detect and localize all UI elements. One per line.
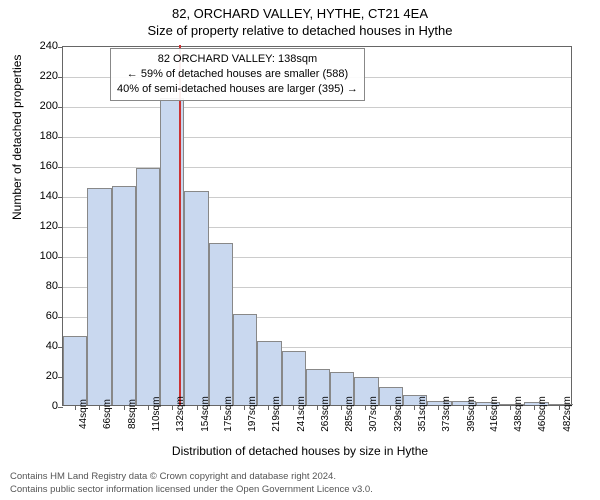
histogram-bar (184, 191, 208, 406)
x-tick-label: 460sqm (537, 396, 548, 432)
y-tick-mark (58, 137, 63, 138)
x-tick-label: 132sqm (175, 396, 186, 432)
footer-line-2: Contains public sector information licen… (10, 484, 373, 496)
x-tick-mark (510, 405, 511, 410)
y-tick-label: 120 (28, 220, 58, 232)
footer-line-1: Contains HM Land Registry data © Crown c… (10, 471, 373, 483)
x-tick-label: 395sqm (466, 396, 477, 432)
y-tick-label: 20 (28, 370, 58, 382)
x-tick-mark (197, 405, 198, 410)
x-tick-mark (244, 405, 245, 410)
x-tick-mark (486, 405, 487, 410)
x-tick-label: 351sqm (417, 396, 428, 432)
x-tick-mark (99, 405, 100, 410)
x-tick-label: 329sqm (393, 396, 404, 432)
chart-title-main: 82, ORCHARD VALLEY, HYTHE, CT21 4EA (0, 0, 600, 21)
y-tick-label: 100 (28, 250, 58, 262)
y-tick-label: 240 (28, 40, 58, 52)
x-tick-label: 438sqm (513, 396, 524, 432)
histogram-bar (112, 186, 136, 405)
x-tick-mark (293, 405, 294, 410)
y-tick-mark (58, 77, 63, 78)
y-tick-label: 40 (28, 340, 58, 352)
x-tick-mark (365, 405, 366, 410)
y-tick-mark (58, 167, 63, 168)
x-tick-label: 88sqm (127, 399, 138, 429)
annotation-line-1: 82 ORCHARD VALLEY: 138sqm (117, 52, 358, 67)
grid-line (63, 107, 571, 108)
histogram-bar (209, 243, 233, 405)
x-tick-label: 44sqm (78, 399, 89, 429)
y-tick-mark (58, 317, 63, 318)
x-tick-label: 66sqm (102, 399, 113, 429)
x-tick-label: 373sqm (441, 396, 452, 432)
y-tick-mark (58, 197, 63, 198)
x-tick-mark (75, 405, 76, 410)
annotation-line-3: 40% of semi-detached houses are larger (… (117, 82, 358, 97)
y-tick-label: 200 (28, 100, 58, 112)
x-tick-mark (390, 405, 391, 410)
y-tick-mark (58, 407, 63, 408)
y-tick-label: 220 (28, 70, 58, 82)
histogram-bar (63, 336, 87, 405)
chart-title-sub: Size of property relative to detached ho… (0, 21, 600, 42)
x-tick-mark (268, 405, 269, 410)
y-tick-label: 0 (28, 400, 58, 412)
x-tick-label: 241sqm (296, 396, 307, 432)
y-tick-mark (58, 107, 63, 108)
x-axis-label: Distribution of detached houses by size … (0, 444, 600, 458)
annotation-line-2: ← 59% of detached houses are smaller (58… (117, 67, 358, 82)
histogram-bar (87, 188, 111, 406)
y-tick-label: 180 (28, 130, 58, 142)
x-tick-mark (414, 405, 415, 410)
x-tick-label: 219sqm (271, 396, 282, 432)
x-tick-mark (124, 405, 125, 410)
x-tick-label: 482sqm (562, 396, 573, 432)
grid-line (63, 137, 571, 138)
x-tick-label: 263sqm (320, 396, 331, 432)
y-tick-mark (58, 257, 63, 258)
x-tick-mark (172, 405, 173, 410)
y-tick-label: 60 (28, 310, 58, 322)
x-tick-mark (317, 405, 318, 410)
y-axis-label: Number of detached properties (10, 55, 24, 220)
x-tick-mark (438, 405, 439, 410)
x-tick-label: 175sqm (223, 396, 234, 432)
x-tick-label: 197sqm (247, 396, 258, 432)
x-tick-mark (220, 405, 221, 410)
x-tick-mark (559, 405, 560, 410)
y-tick-label: 140 (28, 190, 58, 202)
x-tick-mark (534, 405, 535, 410)
x-tick-mark (463, 405, 464, 410)
x-tick-mark (148, 405, 149, 410)
x-tick-label: 307sqm (368, 396, 379, 432)
x-tick-label: 154sqm (200, 396, 211, 432)
y-tick-mark (58, 287, 63, 288)
x-tick-label: 416sqm (489, 396, 500, 432)
histogram-bar (233, 314, 257, 406)
histogram-bar (136, 168, 160, 405)
x-tick-label: 285sqm (344, 396, 355, 432)
x-tick-label: 110sqm (151, 397, 162, 432)
y-tick-mark (58, 47, 63, 48)
y-tick-mark (58, 227, 63, 228)
footer-attribution: Contains HM Land Registry data © Crown c… (10, 471, 373, 496)
annotation-box: 82 ORCHARD VALLEY: 138sqm ← 59% of detac… (110, 48, 365, 101)
y-tick-label: 80 (28, 280, 58, 292)
y-tick-label: 160 (28, 160, 58, 172)
x-tick-mark (341, 405, 342, 410)
